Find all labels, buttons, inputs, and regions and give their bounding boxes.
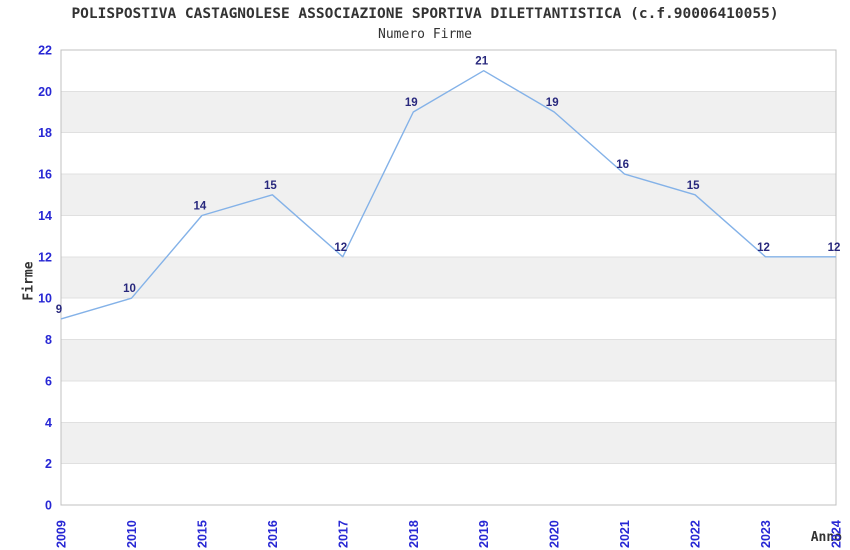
x-tick-label: 2022 (689, 520, 703, 548)
data-label: 12 (334, 242, 347, 254)
x-tick-label: 2009 (55, 520, 69, 548)
y-tick-label: 6 (45, 374, 52, 388)
x-axis-label: Anno (810, 530, 842, 545)
y-tick-label: 20 (38, 85, 52, 99)
y-tick-label: 18 (38, 126, 52, 140)
y-tick-label: 16 (38, 168, 52, 182)
data-label: 21 (475, 56, 488, 68)
data-label: 19 (546, 97, 559, 109)
grid-band (61, 174, 836, 216)
grid-band (61, 132, 836, 175)
grid-band (61, 463, 836, 505)
chart-subtitle: Numero Firme (378, 27, 472, 42)
x-tick-label: 2023 (759, 520, 773, 548)
data-line (60, 69, 836, 320)
x-tick-label: 2024 (830, 520, 844, 548)
grid-band (61, 256, 836, 299)
data-label: 14 (194, 201, 207, 213)
grid-band (61, 380, 836, 423)
y-tick-label: 22 (38, 44, 52, 58)
x-tick-label: 2015 (195, 520, 209, 548)
grid-band (61, 298, 836, 340)
data-label: 9 (56, 304, 62, 316)
x-tick-label: 2016 (266, 520, 280, 548)
x-tick-label: 2018 (407, 520, 421, 548)
x-tick-label: 2017 (336, 520, 350, 548)
data-label: 15 (687, 180, 700, 192)
x-tick-label: 2010 (125, 520, 139, 548)
y-tick-label: 8 (45, 333, 52, 347)
grid-band (61, 50, 836, 92)
y-tick-label: 12 (38, 250, 52, 264)
data-label: 16 (616, 159, 629, 171)
x-tick-label: 2020 (548, 520, 562, 548)
x-tick-label: 2019 (477, 520, 491, 548)
plot-border (60, 49, 837, 506)
y-tick-label: 2 (45, 457, 52, 471)
grid-band (61, 339, 836, 381)
data-label: 19 (405, 97, 418, 109)
y-tick-label: 10 (38, 292, 52, 306)
data-label: 12 (757, 242, 770, 254)
y-tick-label: 14 (38, 209, 52, 223)
data-label: 12 (828, 242, 841, 254)
y-tick-label: 4 (45, 416, 52, 430)
grid-band (61, 91, 836, 133)
data-label: 15 (264, 180, 277, 192)
grid-band (61, 215, 836, 257)
grid-band (61, 422, 836, 464)
y-tick-label: 0 (45, 499, 52, 513)
chart-title: POLISPOSTIVA CASTAGNOLESE ASSOCIAZIONE S… (71, 6, 779, 22)
data-label: 10 (123, 283, 136, 295)
x-tick-label: 2021 (618, 520, 632, 548)
